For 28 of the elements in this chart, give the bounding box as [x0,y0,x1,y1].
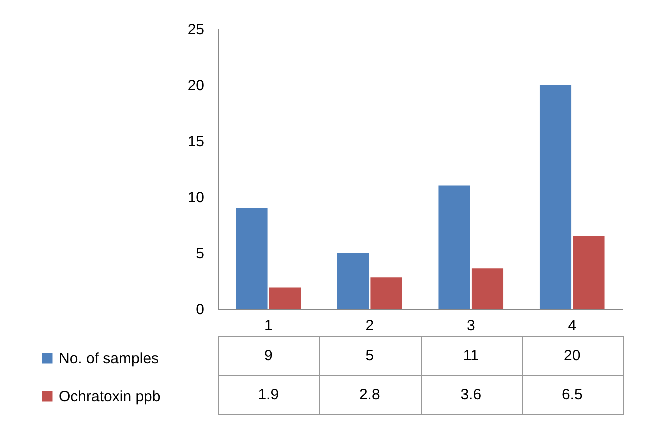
x-tick-label: 3 [466,318,476,334]
data-label: 9 [264,348,273,364]
bar [540,85,572,309]
bar [236,208,268,309]
bar [573,236,605,309]
x-tick-label: 2 [366,318,374,334]
legend-label: Ochratoxin ppb [59,388,161,406]
data-label: 11 [463,348,479,364]
data-label: 6.5 [562,386,583,404]
y-tick-label: 0 [196,302,204,318]
y-tick-label: 15 [188,134,204,150]
bar [269,288,302,309]
data-label: 5 [366,348,374,364]
y-tick-label: 25 [188,22,204,38]
y-tick-label: 20 [188,78,204,94]
bar [472,268,504,309]
data-label: 2.8 [359,386,380,404]
data-label: 20 [564,348,581,364]
legend-label: No. of samples [59,350,160,368]
x-tick-label: 4 [568,318,577,334]
y-tick-label: 10 [188,190,204,206]
bar [438,186,470,309]
bar [370,278,402,309]
bar [337,253,370,309]
y-tick-label: 5 [196,246,204,262]
data-label: 3.6 [460,386,482,404]
data-label: 1.9 [258,386,280,404]
x-tick-label: 1 [264,318,273,334]
